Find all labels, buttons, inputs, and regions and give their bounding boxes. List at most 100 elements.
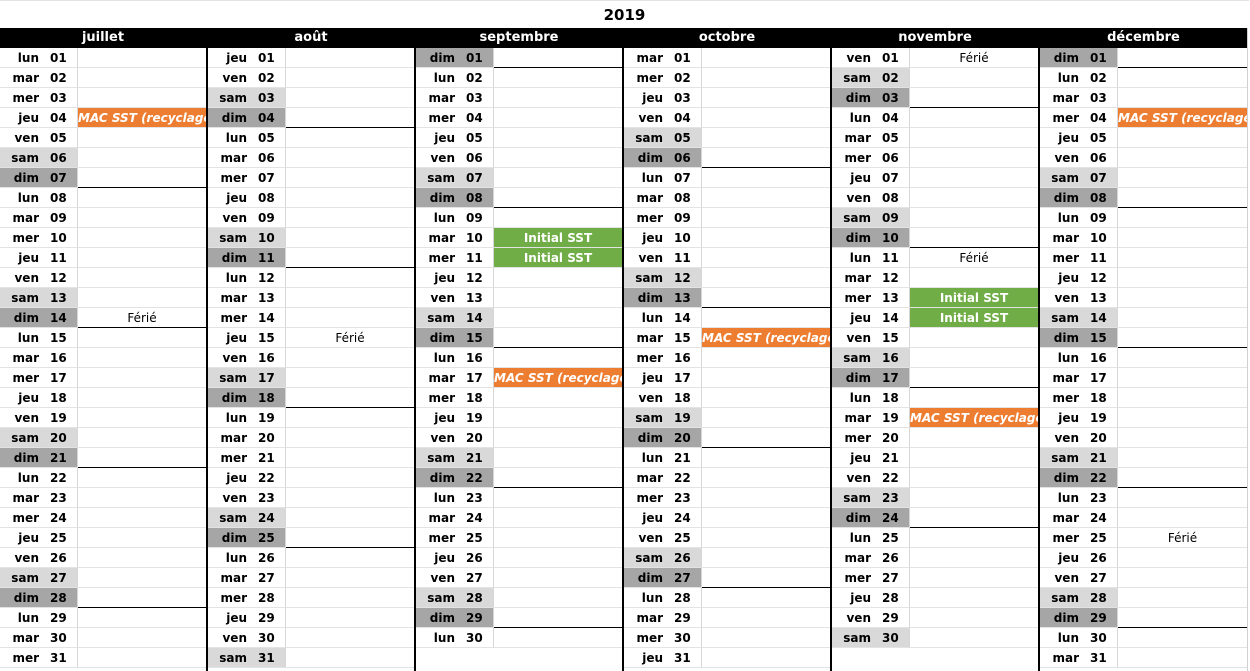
day-row[interactable]: jeu 05 [416, 128, 622, 148]
day-row[interactable]: dim 15 [1040, 328, 1247, 348]
day-row[interactable]: lun 21 [624, 448, 830, 468]
day-row[interactable]: lun 30 [416, 628, 622, 648]
day-row[interactable]: mer 07 [208, 168, 414, 188]
day-row[interactable]: jeu 26 [1040, 548, 1247, 568]
day-row[interactable]: mar 29 [624, 608, 830, 628]
day-row[interactable]: mar 19 MAC SST (recyclage) [832, 408, 1038, 428]
day-row[interactable]: ven 26 [0, 548, 206, 568]
day-row[interactable]: jeu 14 Initial SST [832, 308, 1038, 328]
day-row[interactable]: mar 23 [0, 488, 206, 508]
day-row[interactable]: lun 16 [416, 348, 622, 368]
day-row[interactable]: jeu 11 [0, 248, 206, 268]
day-row[interactable]: mer 31 [0, 648, 206, 668]
day-row[interactable]: ven 01 Férié [832, 48, 1038, 68]
day-row[interactable]: sam 10 [208, 228, 414, 248]
day-row[interactable]: mar 02 [0, 68, 206, 88]
day-row[interactable]: mer 28 [208, 588, 414, 608]
day-row[interactable]: lun 29 [0, 608, 206, 628]
day-row[interactable]: jeu 18 [0, 388, 206, 408]
day-row[interactable]: jeu 03 [624, 88, 830, 108]
day-row[interactable]: ven 27 [416, 568, 622, 588]
day-row[interactable]: dim 29 [416, 608, 622, 628]
day-row[interactable]: mer 09 [624, 208, 830, 228]
day-row[interactable]: mer 14 [208, 308, 414, 328]
day-row[interactable]: jeu 28 [832, 588, 1038, 608]
day-row[interactable]: jeu 05 [1040, 128, 1247, 148]
day-row[interactable]: mer 03 [0, 88, 206, 108]
day-row[interactable]: sam 02 [832, 68, 1038, 88]
day-row[interactable]: jeu 25 [0, 528, 206, 548]
day-row[interactable]: lun 18 [832, 388, 1038, 408]
day-row[interactable]: sam 27 [0, 568, 206, 588]
day-row[interactable]: dim 18 [208, 388, 414, 408]
day-row[interactable]: dim 25 [208, 528, 414, 548]
day-row[interactable]: sam 23 [832, 488, 1038, 508]
day-row[interactable]: ven 12 [0, 268, 206, 288]
day-row[interactable]: ven 06 [416, 148, 622, 168]
day-row[interactable]: mar 12 [832, 268, 1038, 288]
day-row[interactable]: jeu 17 [624, 368, 830, 388]
day-row[interactable]: sam 17 [208, 368, 414, 388]
day-row[interactable]: mer 16 [624, 348, 830, 368]
day-row[interactable]: sam 20 [0, 428, 206, 448]
day-row[interactable]: mer 17 [0, 368, 206, 388]
day-row[interactable]: sam 07 [416, 168, 622, 188]
day-row[interactable]: dim 01 [1040, 48, 1247, 68]
day-row[interactable]: lun 25 [832, 528, 1038, 548]
day-row[interactable]: ven 16 [208, 348, 414, 368]
day-row[interactable]: mar 27 [208, 568, 414, 588]
day-row[interactable]: lun 30 [1040, 628, 1247, 648]
day-row[interactable]: sam 14 [1040, 308, 1247, 328]
day-row[interactable]: lun 26 [208, 548, 414, 568]
day-row[interactable]: mar 09 [0, 208, 206, 228]
day-row[interactable]: mer 10 [0, 228, 206, 248]
day-row[interactable]: sam 26 [624, 548, 830, 568]
day-row[interactable]: sam 05 [624, 128, 830, 148]
day-row[interactable]: ven 06 [1040, 148, 1247, 168]
day-row[interactable]: ven 05 [0, 128, 206, 148]
day-row[interactable]: sam 12 [624, 268, 830, 288]
day-row[interactable]: lun 02 [416, 68, 622, 88]
day-row[interactable]: mar 10 [1040, 228, 1247, 248]
day-row[interactable]: mar 05 [832, 128, 1038, 148]
day-row[interactable]: jeu 04 MAC SST (recyclage) [0, 108, 206, 128]
day-row[interactable]: sam 28 [1040, 588, 1247, 608]
day-row[interactable]: jeu 26 [416, 548, 622, 568]
day-row[interactable]: dim 27 [624, 568, 830, 588]
day-row[interactable]: dim 22 [416, 468, 622, 488]
day-row[interactable]: sam 09 [832, 208, 1038, 228]
day-row[interactable]: lun 23 [416, 488, 622, 508]
day-row[interactable]: dim 03 [832, 88, 1038, 108]
day-row[interactable]: dim 29 [1040, 608, 1247, 628]
day-row[interactable]: mer 25 Férié [1040, 528, 1247, 548]
day-row[interactable]: dim 24 [832, 508, 1038, 528]
day-row[interactable]: mar 24 [416, 508, 622, 528]
day-row[interactable]: mar 20 [208, 428, 414, 448]
day-row[interactable]: jeu 19 [1040, 408, 1247, 428]
day-row[interactable]: ven 08 [832, 188, 1038, 208]
day-row[interactable]: jeu 12 [416, 268, 622, 288]
day-row[interactable]: lun 11 Férié [832, 248, 1038, 268]
day-row[interactable]: ven 20 [416, 428, 622, 448]
day-row[interactable]: jeu 21 [832, 448, 1038, 468]
day-row[interactable]: ven 02 [208, 68, 414, 88]
day-row[interactable]: sam 13 [0, 288, 206, 308]
day-row[interactable]: sam 19 [624, 408, 830, 428]
day-row[interactable]: mar 26 [832, 548, 1038, 568]
day-row[interactable]: jeu 01 [208, 48, 414, 68]
day-row[interactable]: ven 19 [0, 408, 206, 428]
day-row[interactable]: ven 27 [1040, 568, 1247, 588]
day-row[interactable]: mer 04 MAC SST (recyclage) [1040, 108, 1247, 128]
day-row[interactable]: dim 21 [0, 448, 206, 468]
day-row[interactable]: sam 24 [208, 508, 414, 528]
day-row[interactable]: mer 02 [624, 68, 830, 88]
day-row[interactable]: mar 17 [1040, 368, 1247, 388]
day-row[interactable]: ven 11 [624, 248, 830, 268]
day-row[interactable]: ven 15 [832, 328, 1038, 348]
day-row[interactable]: lun 28 [624, 588, 830, 608]
day-row[interactable]: mar 13 [208, 288, 414, 308]
day-row[interactable]: sam 31 [208, 648, 414, 668]
day-row[interactable]: mer 23 [624, 488, 830, 508]
day-row[interactable]: mer 30 [624, 628, 830, 648]
day-row[interactable]: mer 27 [832, 568, 1038, 588]
